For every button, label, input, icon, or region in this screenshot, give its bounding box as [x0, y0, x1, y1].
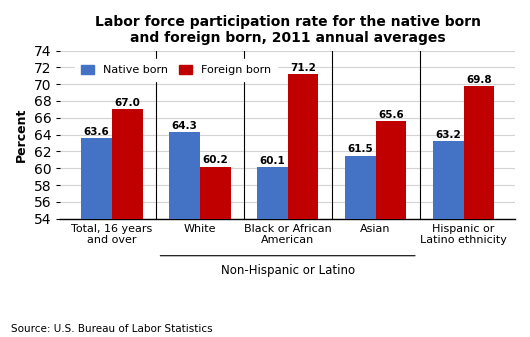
Title: Labor force participation rate for the native born
and foreign born, 2011 annual: Labor force participation rate for the n…	[95, 15, 481, 45]
Bar	[345, 156, 376, 219]
Bar	[200, 166, 231, 219]
Text: 67.0: 67.0	[114, 98, 140, 108]
Bar	[169, 132, 200, 219]
Bar	[376, 121, 407, 219]
Bar	[433, 141, 464, 219]
Text: 61.5: 61.5	[347, 144, 373, 154]
Y-axis label: Percent: Percent	[15, 108, 28, 162]
Bar	[81, 138, 112, 219]
Text: 71.2: 71.2	[290, 63, 316, 73]
Text: Source: U.S. Bureau of Labor Statistics: Source: U.S. Bureau of Labor Statistics	[11, 324, 212, 334]
Text: 63.2: 63.2	[435, 130, 461, 140]
Text: 65.6: 65.6	[378, 110, 404, 120]
Text: 60.1: 60.1	[259, 156, 285, 166]
Legend: Native born, Foreign born: Native born, Foreign born	[75, 59, 277, 81]
Text: 63.6: 63.6	[84, 127, 109, 137]
Text: Non-Hispanic or Latino: Non-Hispanic or Latino	[220, 264, 355, 277]
Bar	[288, 74, 319, 219]
Bar	[257, 167, 288, 219]
Text: 69.8: 69.8	[466, 74, 492, 85]
Bar	[112, 110, 143, 219]
Bar	[464, 86, 494, 219]
Text: 64.3: 64.3	[171, 121, 197, 131]
Text: 60.2: 60.2	[202, 155, 228, 165]
